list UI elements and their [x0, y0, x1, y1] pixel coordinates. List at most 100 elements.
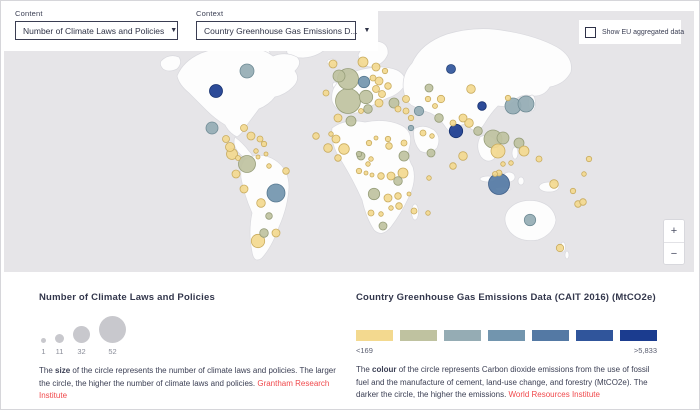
country-data-circle[interactable] [426, 175, 432, 181]
country-data-circle[interactable] [368, 156, 374, 162]
country-data-circle[interactable] [407, 124, 415, 132]
country-data-circle[interactable] [235, 155, 241, 161]
country-data-circle[interactable] [282, 167, 290, 175]
country-data-circle[interactable] [386, 171, 396, 181]
world-map[interactable] [4, 11, 694, 272]
country-data-circle[interactable] [425, 210, 431, 216]
country-data-circle[interactable] [504, 94, 512, 102]
country-data-circle[interactable] [265, 212, 273, 220]
country-data-circle[interactable] [535, 155, 543, 163]
country-data-circle[interactable] [393, 176, 403, 186]
country-data-circle[interactable] [458, 113, 468, 123]
country-data-circle[interactable] [374, 98, 384, 108]
country-data-circle[interactable] [402, 95, 410, 103]
country-data-circle[interactable] [238, 155, 256, 173]
country-data-circle[interactable] [357, 56, 369, 68]
country-data-circle[interactable] [388, 97, 400, 109]
country-data-circle[interactable] [357, 75, 371, 89]
country-data-circle[interactable] [331, 134, 341, 144]
country-data-circle[interactable] [205, 121, 219, 135]
country-data-circle[interactable] [458, 151, 468, 161]
country-data-circle[interactable] [260, 140, 268, 148]
country-data-circle[interactable] [449, 119, 457, 127]
country-data-circle[interactable] [488, 173, 510, 195]
country-data-circle[interactable] [250, 233, 266, 249]
country-data-circle[interactable] [397, 167, 409, 179]
country-data-circle[interactable] [328, 59, 338, 69]
country-data-circle[interactable] [377, 172, 385, 180]
country-data-circle[interactable] [225, 142, 235, 152]
country-data-circle[interactable] [367, 209, 375, 217]
country-data-circle[interactable] [518, 145, 530, 157]
country-data-circle[interactable] [240, 124, 248, 132]
country-data-circle[interactable] [263, 151, 269, 157]
country-data-circle[interactable] [410, 207, 418, 215]
country-data-circle[interactable] [496, 131, 510, 145]
country-data-circle[interactable] [363, 170, 369, 176]
country-data-circle[interactable] [358, 89, 374, 105]
country-data-circle[interactable] [424, 83, 434, 93]
eu-aggregated-toggle[interactable]: Show EU aggregated data [579, 20, 684, 44]
country-data-circle[interactable] [334, 154, 342, 162]
country-data-circle[interactable] [266, 163, 272, 169]
country-data-circle[interactable] [271, 228, 281, 238]
country-data-circle[interactable] [369, 74, 377, 82]
country-data-circle[interactable] [367, 187, 381, 201]
country-data-circle[interactable] [569, 187, 577, 195]
country-data-circle[interactable] [579, 198, 587, 206]
country-data-circle[interactable] [222, 135, 230, 143]
country-data-circle[interactable] [385, 142, 393, 150]
country-data-circle[interactable] [407, 114, 415, 122]
country-data-circle[interactable] [436, 94, 446, 104]
country-data-circle[interactable] [477, 101, 487, 111]
country-data-circle[interactable] [585, 155, 593, 163]
country-data-circle[interactable] [549, 179, 559, 189]
country-data-circle[interactable] [500, 161, 506, 167]
content-dropdown[interactable]: Number of Climate Laws and Policies ▼ [15, 21, 178, 40]
country-data-circle[interactable] [402, 107, 410, 115]
country-data-circle[interactable] [406, 191, 412, 197]
country-data-circle[interactable] [395, 202, 403, 210]
country-data-circle[interactable] [332, 69, 346, 83]
zoom-out-button[interactable]: − [664, 242, 684, 264]
country-data-circle[interactable] [374, 76, 384, 86]
country-data-circle[interactable] [371, 62, 381, 72]
country-data-circle[interactable] [523, 213, 537, 227]
country-data-circle[interactable] [388, 205, 394, 211]
country-data-circle[interactable] [239, 63, 255, 79]
country-data-circle[interactable] [333, 113, 343, 123]
grantham-research-institute-link[interactable]: Grantham Research Institute [39, 378, 330, 401]
country-data-circle[interactable] [365, 161, 371, 167]
country-data-circle[interactable] [365, 139, 373, 147]
country-data-circle[interactable] [394, 192, 402, 200]
country-data-circle[interactable] [466, 84, 476, 94]
country-data-circle[interactable] [312, 132, 320, 140]
country-data-circle[interactable] [490, 143, 506, 159]
country-data-circle[interactable] [419, 129, 427, 137]
country-data-circle[interactable] [256, 135, 264, 143]
country-data-circle[interactable] [384, 82, 392, 90]
country-data-circle[interactable] [434, 113, 444, 123]
country-data-circle[interactable] [508, 160, 514, 166]
country-data-circle[interactable] [432, 103, 438, 109]
country-data-circle[interactable] [239, 184, 249, 194]
country-data-circle[interactable] [517, 95, 535, 113]
country-data-circle[interactable] [383, 193, 393, 203]
country-data-circle[interactable] [255, 154, 261, 160]
country-data-circle[interactable] [378, 221, 388, 231]
country-data-circle[interactable] [381, 67, 389, 75]
country-data-circle[interactable] [373, 135, 379, 141]
country-data-circle[interactable] [256, 198, 266, 208]
country-data-circle[interactable] [372, 85, 380, 93]
country-data-circle[interactable] [323, 143, 333, 153]
zoom-in-button[interactable]: + [664, 220, 684, 242]
country-data-circle[interactable] [322, 89, 330, 97]
country-data-circle[interactable] [413, 105, 425, 117]
country-data-circle[interactable] [464, 118, 474, 128]
country-data-circle[interactable] [369, 172, 375, 178]
country-data-circle[interactable] [259, 228, 269, 238]
country-data-circle[interactable] [378, 211, 384, 217]
country-data-circle[interactable] [358, 108, 364, 114]
country-data-circle[interactable] [345, 115, 357, 127]
country-data-circle[interactable] [384, 135, 392, 143]
